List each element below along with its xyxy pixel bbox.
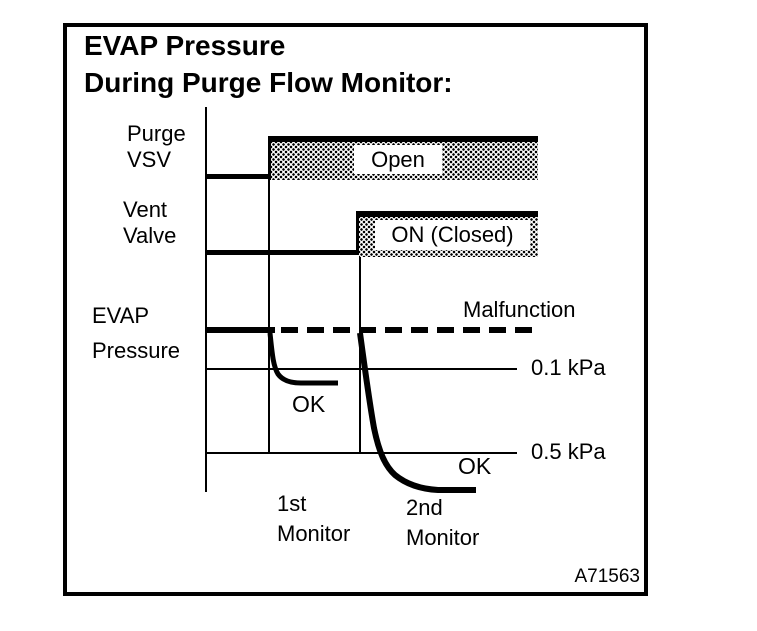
evap-initial-pressure-line <box>205 327 275 333</box>
purge-vsv-label: Purge VSV <box>127 121 186 172</box>
purge-vsv-high-line <box>268 136 538 142</box>
first-monitor-event-line <box>268 180 270 453</box>
figure-frame <box>63 23 648 596</box>
threshold-line-0-1-kpa <box>205 368 517 370</box>
first-monitor-label: 1st Monitor <box>277 491 351 546</box>
figure-title-line2: During Purge Flow Monitor: <box>84 67 453 98</box>
vent-valve-high-line <box>356 211 538 217</box>
threshold-label-0-5-kpa: 0.5 kPa <box>531 439 606 464</box>
vent-valve-low-line <box>205 250 359 255</box>
evap-pressure-label: EVAP Pressure <box>92 303 181 363</box>
purge-vsv-low-line <box>205 174 270 179</box>
vent-on-state-label: ON (Closed) <box>375 220 530 250</box>
time-axis-line <box>205 107 207 492</box>
ok-label-second-monitor: OK <box>458 453 492 479</box>
second-monitor-label: 2nd Monitor <box>406 495 480 550</box>
ok-label-first-monitor: OK <box>292 391 326 417</box>
figure-id: A71563 <box>574 566 640 587</box>
second-monitor-event-line <box>359 257 361 453</box>
threshold-label-0-1-kpa: 0.1 kPa <box>531 355 606 380</box>
purge-open-state-label: Open <box>354 145 442 174</box>
figure-title: EVAP Pressure During Purge Flow Monitor: <box>84 27 453 101</box>
vent-valve-label: Vent Valve <box>123 197 177 248</box>
figure-title-line1: EVAP Pressure <box>84 30 286 61</box>
malfunction-label: Malfunction <box>463 297 576 322</box>
malfunction-dashed-line <box>281 327 538 333</box>
